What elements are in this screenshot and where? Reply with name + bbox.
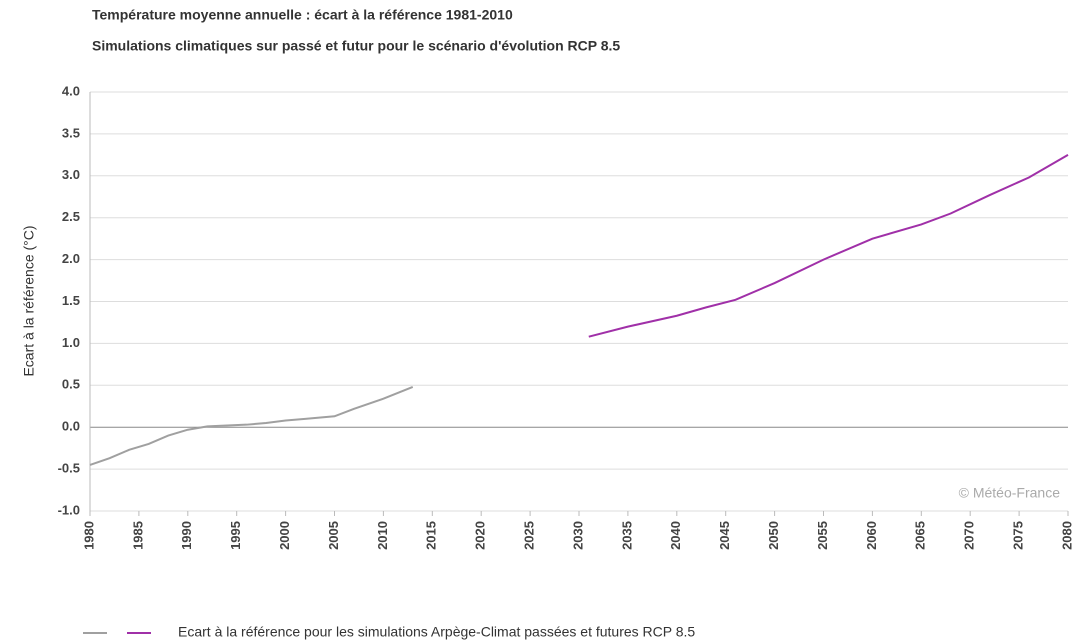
y-tick-label: 3.5: [62, 125, 80, 140]
x-tick-label: 2060: [864, 521, 879, 550]
x-tick-label: 2075: [1011, 521, 1026, 550]
x-tick-label: 1990: [179, 521, 194, 550]
y-axis-label: Ecart à la référence (°C): [21, 225, 37, 376]
y-tick-label: 2.0: [62, 251, 80, 266]
legend-label: Ecart à la référence pour les simulation…: [178, 624, 695, 640]
line: [89, 386, 414, 466]
x-tick-label: 2040: [668, 521, 683, 550]
y-tick-label: 1.5: [62, 293, 80, 308]
x-tick-label: 2035: [619, 521, 634, 550]
x-tick-label: 2010: [375, 521, 390, 550]
y-tick-label: -0.5: [58, 461, 80, 476]
y-tick-label: 3.0: [62, 167, 80, 182]
x-tick-label: 2015: [424, 521, 439, 550]
chart-subtitle: Simulations climatiques sur passé et fut…: [92, 38, 620, 54]
x-tick-label: 1985: [130, 521, 145, 550]
x-tick-label: 2005: [326, 521, 341, 550]
y-tick-label: 0.0: [62, 419, 80, 434]
watermark: © Météo-France: [959, 485, 1061, 501]
line: [588, 153, 1069, 338]
x-tick-label: 2045: [717, 521, 732, 550]
x-tick-label: 1980: [81, 521, 96, 550]
chart-title: Température moyenne annuelle : écart à l…: [92, 7, 513, 23]
x-tick-label: 2025: [522, 521, 537, 550]
x-tick-label: 2065: [913, 521, 928, 550]
x-tick-label: 2050: [766, 521, 781, 550]
x-tick-label: 1995: [228, 521, 243, 550]
x-tick-label: 2000: [277, 521, 292, 550]
y-tick-label: 4.0: [62, 83, 80, 98]
x-tick-label: 2070: [962, 521, 977, 550]
x-tick-label: 2055: [815, 521, 830, 550]
y-tick-label: 2.5: [62, 209, 80, 224]
y-tick-label: -1.0: [58, 502, 80, 517]
x-tick-label: 2020: [473, 521, 488, 550]
x-tick-label: 2030: [570, 521, 585, 550]
y-tick-label: 0.5: [62, 377, 80, 392]
y-tick-label: 1.0: [62, 335, 80, 350]
x-tick-label: 2080: [1059, 521, 1074, 550]
